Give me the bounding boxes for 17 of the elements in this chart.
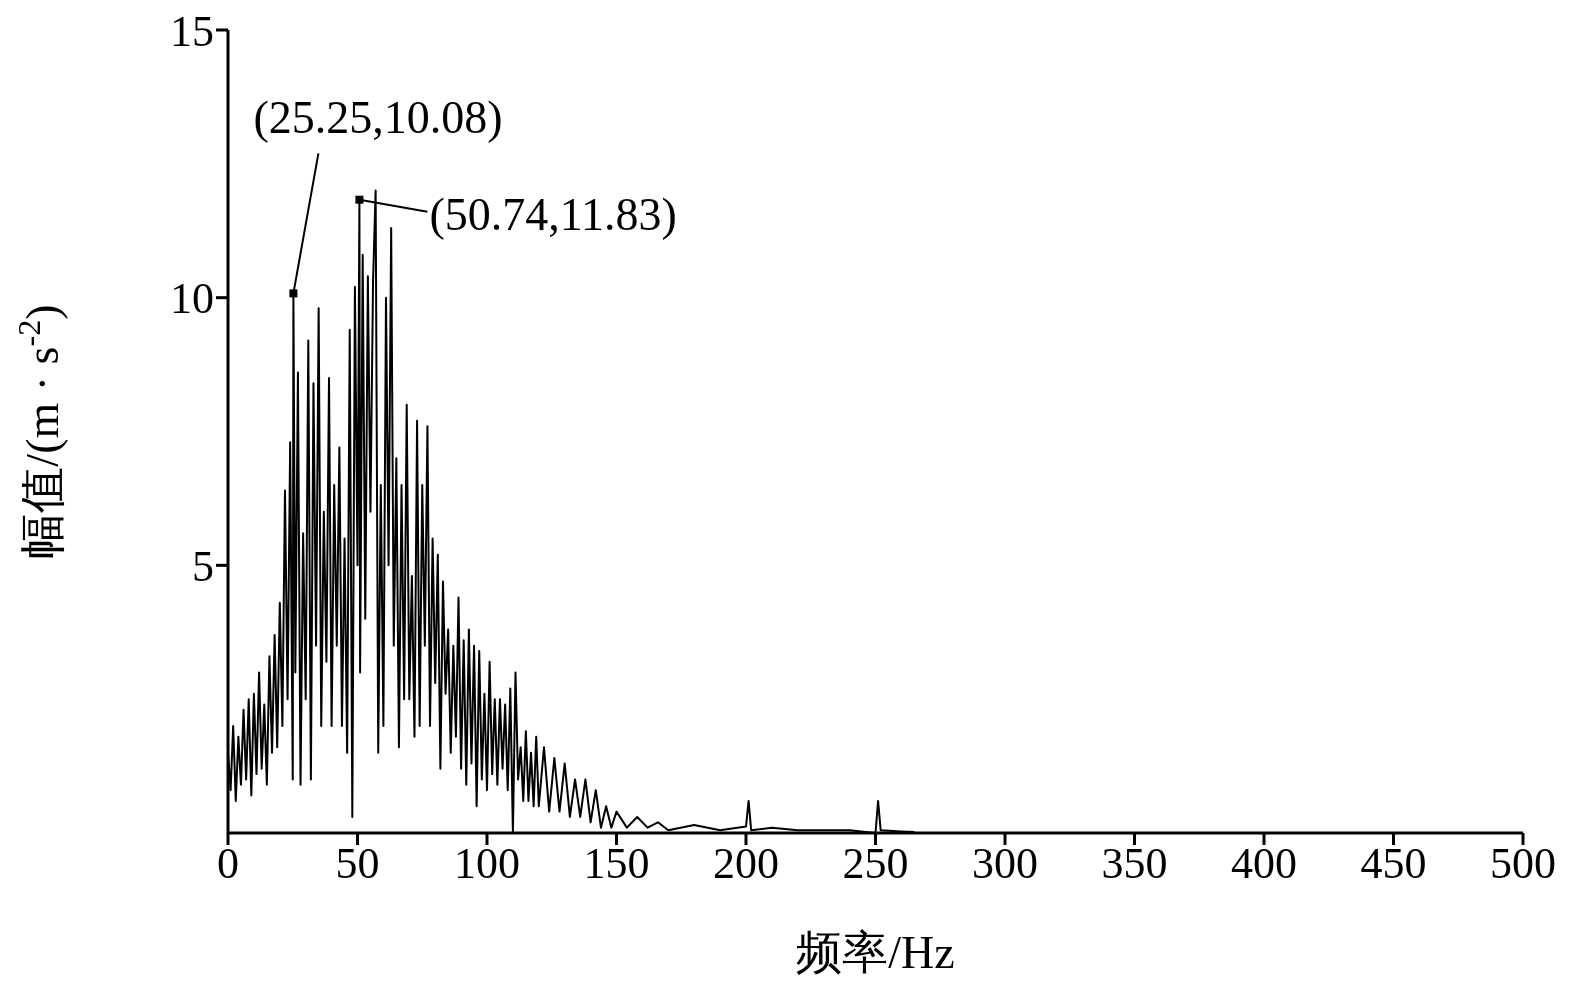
annotation: (25.25,10.08) <box>253 92 503 144</box>
x-tick-label: 100 <box>454 839 520 889</box>
x-tick-label: 50 <box>335 839 380 889</box>
x-axis-title: 频率/Hz <box>796 927 955 978</box>
y-tick-label: 10 <box>170 274 214 324</box>
x-tick-label: 450 <box>1360 839 1427 889</box>
x-tick-label: 300 <box>972 839 1038 889</box>
x-tick-label: 350 <box>1101 839 1168 889</box>
x-tick-label: 250 <box>842 839 909 889</box>
x-tick-label: 0 <box>217 839 239 889</box>
x-tick-label: 200 <box>713 839 779 889</box>
y-tick-label: 15 <box>170 6 214 56</box>
x-tick-label: 150 <box>583 839 650 889</box>
x-tick-label: 400 <box>1231 839 1297 889</box>
y-tick-label: 5 <box>192 541 214 591</box>
annotation: (50.74,11.83) <box>429 188 677 240</box>
x-tick-label: 500 <box>1490 839 1556 889</box>
